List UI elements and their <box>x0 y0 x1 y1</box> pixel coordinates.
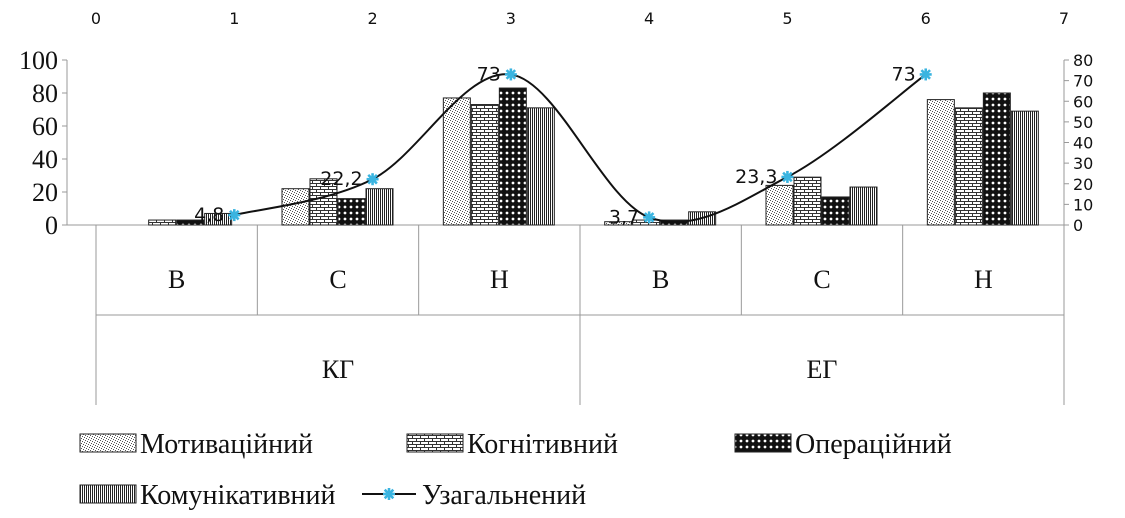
legend-label: Узагальнений <box>422 480 586 511</box>
line-point <box>781 170 794 183</box>
bar <box>442 97 471 226</box>
category-label: С <box>813 265 830 294</box>
line-series-path <box>234 73 927 223</box>
right-axis-tick-label: 30 <box>1073 154 1093 173</box>
bar <box>148 219 177 226</box>
top-axis-tick-label: 5 <box>782 9 792 28</box>
category-label: В <box>168 265 185 294</box>
line-data-label: 73 <box>477 63 501 85</box>
legend-swatch <box>79 484 137 504</box>
right-axis-tick-label: 10 <box>1073 195 1093 214</box>
left-axis-tick-label: 80 <box>32 79 58 108</box>
bar <box>926 99 955 226</box>
left-axis-tick-label: 0 <box>45 211 58 240</box>
bar <box>982 92 1011 226</box>
top-axis-tick-label: 7 <box>1059 9 1069 28</box>
line-data-label: 73 <box>892 63 916 85</box>
bar <box>470 104 499 226</box>
legend-swatch <box>79 433 137 453</box>
category-label: Н <box>974 265 993 294</box>
line-point-stroke <box>229 209 240 221</box>
bar <box>765 184 794 226</box>
right-axis-tick-label: 0 <box>1073 216 1083 235</box>
right-axis-tick-label: 40 <box>1073 134 1093 153</box>
line-data-label: 23,3 <box>735 166 777 188</box>
right-axis-tick-label: 20 <box>1073 175 1093 194</box>
left-axis-tick-label: 40 <box>32 145 58 174</box>
line-point-stroke <box>643 212 655 223</box>
bar <box>526 107 555 226</box>
left-axis-tick-label: 100 <box>19 46 58 75</box>
right-axis-tick-label: 50 <box>1073 113 1093 132</box>
legend-swatch <box>406 433 464 453</box>
top-axis-tick-label: 4 <box>644 9 654 28</box>
group-label: ЕГ <box>807 355 838 384</box>
line-point <box>228 209 241 222</box>
top-axis-tick-label: 0 <box>91 9 101 28</box>
bar <box>821 196 850 226</box>
bar <box>793 176 822 226</box>
top-axis-tick-label: 3 <box>506 9 516 28</box>
line-point-stroke <box>920 69 931 80</box>
legend-swatch <box>734 433 792 453</box>
line-data-label: 4,8 <box>194 204 224 226</box>
bar <box>337 198 366 226</box>
top-axis-tick-label: 6 <box>921 9 931 28</box>
bar <box>309 178 338 226</box>
line-point <box>504 68 517 81</box>
bar <box>954 107 983 226</box>
group-label: КГ <box>322 355 354 384</box>
legend-label: Операційний <box>795 429 952 460</box>
bar <box>281 188 310 226</box>
right-axis-tick-label: 60 <box>1073 92 1093 111</box>
bar <box>604 221 633 226</box>
line-point <box>383 488 395 500</box>
right-axis-tick-label: 80 <box>1073 51 1093 70</box>
bar <box>849 186 878 226</box>
legend-label: Комунікативний <box>140 480 336 511</box>
line-point <box>643 211 656 224</box>
line-point-stroke <box>782 171 793 183</box>
line-point-stroke <box>505 69 517 80</box>
legend-label: Когнітивний <box>467 429 618 460</box>
line-data-label: 3,7 <box>609 206 639 228</box>
category-label: Н <box>490 265 509 294</box>
left-axis-tick-label: 60 <box>32 112 58 141</box>
line-point <box>366 173 379 186</box>
line-data-label: 22,2 <box>320 168 362 190</box>
bar <box>1010 110 1039 226</box>
right-axis-tick-label: 70 <box>1073 72 1093 91</box>
category-label: В <box>652 265 669 294</box>
line-point-stroke <box>383 488 395 500</box>
legend-label: Мотиваційний <box>140 429 313 460</box>
line-point <box>919 68 932 81</box>
left-axis-tick-label: 20 <box>32 178 58 207</box>
bar <box>498 87 527 226</box>
bar <box>176 219 205 226</box>
line-point-stroke <box>367 173 378 185</box>
top-axis-tick-label: 2 <box>367 9 377 28</box>
category-label: С <box>329 265 346 294</box>
bar <box>365 188 394 226</box>
top-axis-tick-label: 1 <box>229 9 239 28</box>
